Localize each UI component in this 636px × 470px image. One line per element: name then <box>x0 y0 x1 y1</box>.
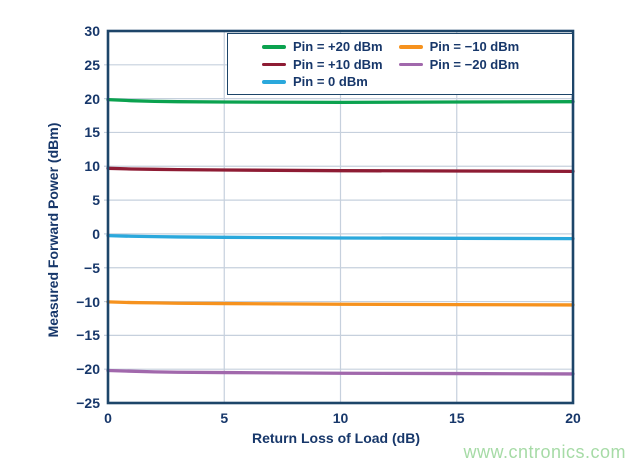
x-axis-title: Return Loss of Load (dB) <box>252 430 420 446</box>
plot-frame <box>106 29 575 405</box>
y-tick-label: 20 <box>84 90 100 107</box>
x-tick-label: 20 <box>565 410 581 426</box>
series-line-0 <box>106 98 575 105</box>
x-tick-label: 15 <box>448 410 465 426</box>
y-tick-label: 30 <box>84 23 100 39</box>
y-tick-label: 5 <box>92 192 100 209</box>
legend-swatch-icon <box>398 45 423 49</box>
y-tick-label: −10 <box>76 293 100 310</box>
legend-label: Pin = +20 dBm <box>293 39 383 55</box>
legend-swatch-icon <box>398 62 423 67</box>
y-tick-label: 25 <box>84 56 100 73</box>
y-tick-label: −15 <box>76 327 100 344</box>
y-tick-label: −25 <box>76 395 100 411</box>
y-tick-label: 0 <box>92 225 100 242</box>
series-line-1 <box>106 166 575 173</box>
y-tick-label: 10 <box>84 158 100 175</box>
legend-item: Pin = −20 dBm <box>398 56 520 74</box>
x-tick-label: 0 <box>104 410 112 426</box>
legend-item: Pin = 0 dBm <box>262 73 383 91</box>
y-tick-label: −5 <box>84 259 100 276</box>
legend-swatch-icon <box>262 45 286 49</box>
legend-column: Pin = −10 dBm Pin = −20 dBm <box>398 38 520 74</box>
legend-column: Pin = +20 dBm Pin = +10 dBm Pin = 0 dBm <box>262 38 383 91</box>
y-tick-label: 15 <box>84 124 100 141</box>
y-tick-label: −20 <box>76 361 100 378</box>
legend-label: Pin = −10 dBm <box>429 39 520 55</box>
legend-swatch-icon <box>262 80 286 84</box>
series-line-3 <box>106 300 575 307</box>
y-axis-title: Measured Forward Power (dBm) <box>45 122 61 338</box>
watermark-text: www.cntronics.com <box>463 442 626 462</box>
x-tick-label: 5 <box>220 410 229 426</box>
legend-label: Pin = +10 dBm <box>293 56 383 72</box>
series-line-4 <box>106 368 575 376</box>
series-line-2 <box>106 233 575 241</box>
legend: Pin = +20 dBm Pin = +10 dBm Pin = 0 dBm Pin… <box>227 33 573 95</box>
x-tick-label: 10 <box>332 410 349 426</box>
legend-swatch-icon <box>262 62 286 67</box>
legend-item: Pin = +10 dBm <box>262 56 383 74</box>
legend-item: Pin = +20 dBm <box>262 38 383 56</box>
legend-item: Pin = −10 dBm <box>398 38 520 56</box>
legend-label: Pin = 0 dBm <box>293 74 368 90</box>
legend-label: Pin = −20 dBm <box>429 56 520 72</box>
